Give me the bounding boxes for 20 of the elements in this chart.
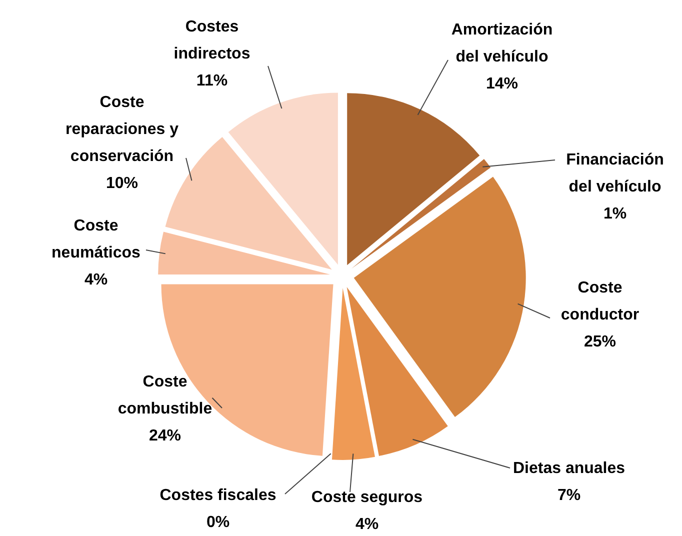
- data-label: 7%: [557, 487, 581, 504]
- data-label: 4%: [355, 516, 379, 534]
- data-label: 25%: [584, 334, 616, 351]
- data-label: 1%: [603, 206, 627, 223]
- slice-label: Coste neumáticos: [52, 218, 141, 262]
- data-label: 11%: [196, 72, 228, 90]
- slice-label: Financiación del vehículo: [566, 152, 664, 196]
- data-label: 4%: [84, 272, 108, 289]
- slice-label: Dietas anuales: [512, 460, 626, 478]
- slice-label: Coste seguros: [311, 489, 423, 506]
- category-label: Costes fiscales: [160, 487, 276, 504]
- slice-label: Coste combustible: [118, 374, 212, 418]
- slice-label: Costes indirectos: [174, 18, 250, 63]
- data-label: 14%: [486, 76, 518, 93]
- data-label: 10%: [106, 175, 138, 192]
- slice-label: Amortización del vehículo: [451, 22, 553, 66]
- data-label: 24%: [148, 428, 182, 445]
- slice-label: Coste conductor: [560, 280, 640, 324]
- slice-label: Coste reparaciones y conservación: [66, 94, 179, 166]
- text: 0%: [206, 514, 230, 532]
